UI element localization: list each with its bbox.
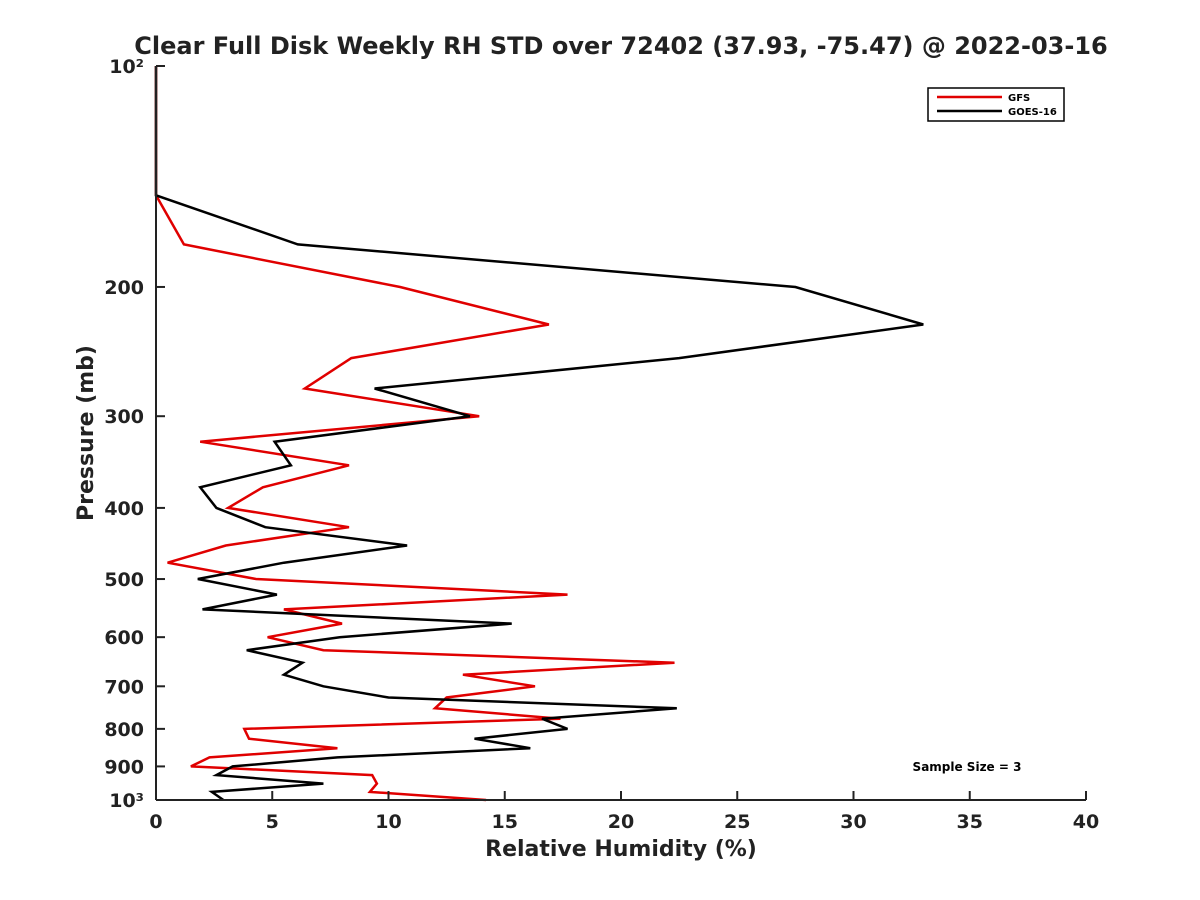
y-tick-label: 400 (104, 498, 144, 520)
y-tick-label: 800 (104, 719, 144, 741)
y-tick-label: 10³ (109, 790, 144, 812)
series-line-gfs (154, 66, 675, 802)
y-tick-label: 900 (104, 756, 144, 778)
x-tick-label: 25 (724, 811, 750, 833)
y-axis-label: Pressure (mb) (74, 345, 99, 521)
y-ticks: 10² 200 300 400 500 600 700 800 900 10³ (104, 56, 165, 812)
legend-label-goes16: GOES-16 (1008, 107, 1057, 118)
y-tick-label: 500 (104, 569, 144, 591)
x-tick-label: 5 (266, 811, 279, 833)
x-axis-label: Relative Humidity (%) (485, 837, 757, 862)
y-tick-label: 10² (109, 56, 144, 78)
x-ticks: 0 5 10 15 20 25 30 35 40 (149, 791, 1099, 833)
sample-size-annotation: Sample Size = 3 (913, 760, 1022, 774)
x-tick-label: 15 (492, 811, 518, 833)
x-tick-label: 0 (149, 811, 162, 833)
legend: GFS GOES-16 (927, 87, 1065, 122)
x-tick-label: 40 (1073, 811, 1099, 833)
legend-box (927, 87, 1065, 122)
plot-series (154, 66, 924, 802)
x-tick-label: 35 (957, 811, 983, 833)
y-tick-label: 700 (104, 676, 144, 698)
x-tick-label: 30 (840, 811, 866, 833)
series-line-goes16 (154, 66, 924, 802)
y-tick-label: 300 (104, 406, 144, 428)
legend-label-gfs: GFS (1008, 93, 1030, 104)
x-tick-label: 10 (375, 811, 401, 833)
y-tick-label: 600 (104, 627, 144, 649)
x-tick-label: 20 (608, 811, 634, 833)
y-tick-label: 200 (104, 277, 144, 299)
chart-title: Clear Full Disk Weekly RH STD over 72402… (134, 32, 1107, 60)
